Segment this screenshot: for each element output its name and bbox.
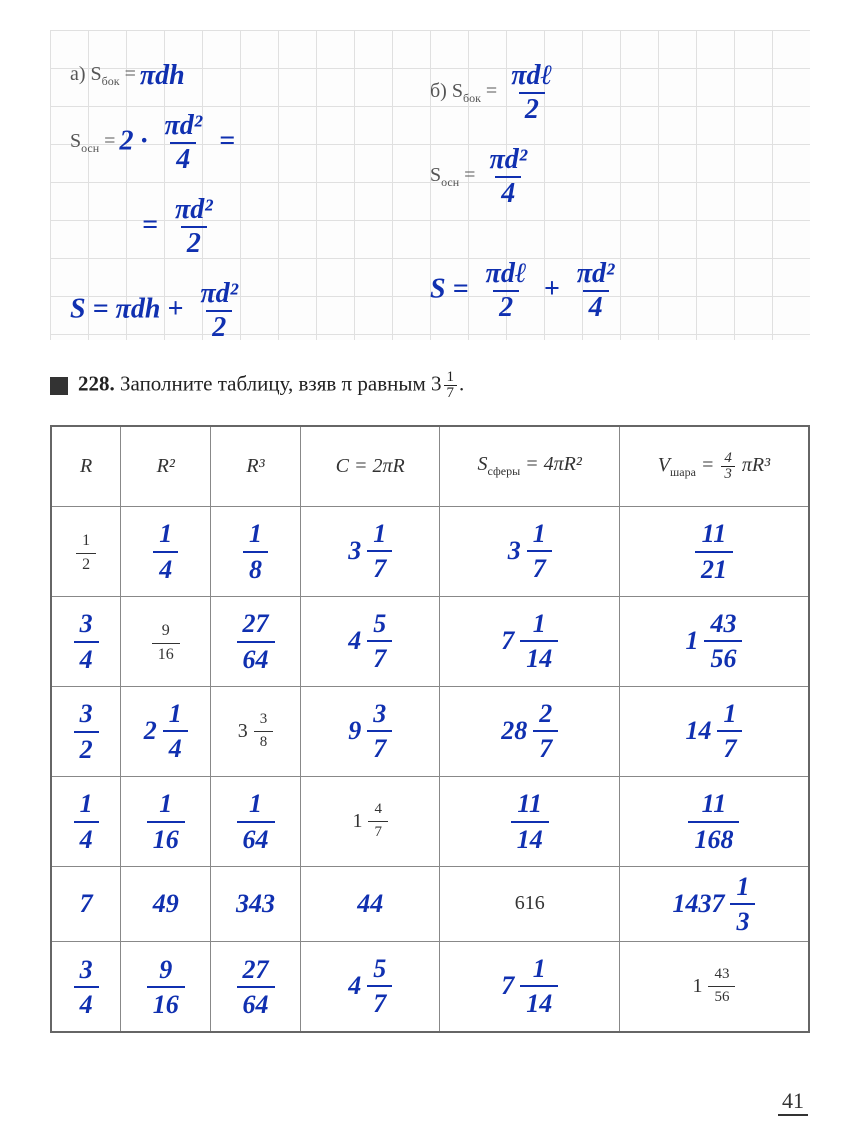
table-row: 349162764457711414356 (51, 596, 809, 686)
table-cell: 14 (51, 776, 121, 866)
table-cell: 34 (51, 596, 121, 686)
label-a: а) Sбок = (70, 63, 136, 89)
problem-text: 228. Заполните таблицу, взяв π равным 31… (78, 370, 464, 401)
table-header-row: R R² R³ C = 2πR Sсферы = 4πR² Vшара = 43… (51, 426, 809, 506)
table-cell: 12 (51, 506, 121, 596)
table-cell: 49 (121, 866, 211, 942)
table-cell: 457 (300, 596, 440, 686)
table-cell: 2827 (440, 686, 619, 776)
header-R: R (51, 426, 121, 506)
table-cell: 1114 (440, 776, 619, 866)
table-cell: 1121 (619, 506, 809, 596)
table-row: 14116164147111411168 (51, 776, 809, 866)
a-sosn-step2: = πd²2 (142, 196, 223, 258)
table-cell: 317 (300, 506, 440, 596)
table-row: 349162764457711414356 (51, 942, 809, 1032)
table-cell: 18 (211, 506, 301, 596)
table-cell: 457 (300, 942, 440, 1032)
table-cell: 147 (300, 776, 440, 866)
label-b: б) Sбок = (430, 80, 497, 106)
page: а) Sбок = πdh Sосн = 2 · πd²4 = (0, 0, 854, 1136)
table-cell: 317 (440, 506, 619, 596)
table-cell: 34 (51, 942, 121, 1032)
table-cell: 164 (211, 776, 301, 866)
formula-workarea: а) Sбок = πdh Sосн = 2 · πd²4 = (50, 30, 810, 340)
table-row: 1214183173171121 (51, 506, 809, 596)
table-cell: 916 (121, 942, 211, 1032)
header-R2: R² (121, 426, 211, 506)
b-sosn-frac: πd²4 (479, 146, 537, 208)
table-cell: 14356 (619, 596, 809, 686)
a-sosn-step1: 2 · πd²4 = (119, 112, 235, 174)
table-row: 3221433893728271417 (51, 686, 809, 776)
bullet-icon (50, 377, 68, 395)
header-C: C = 2πR (300, 426, 440, 506)
table-cell: 116 (121, 776, 211, 866)
table-cell: 343 (211, 866, 301, 942)
table-cell: 143713 (619, 866, 809, 942)
table-body: 1214183173171121349162764457711414356322… (51, 506, 809, 1032)
b-total: S = πdℓ2 + πd²4 (430, 260, 624, 322)
sphere-table: R R² R³ C = 2πR Sсферы = 4πR² Vшара = 43… (50, 425, 810, 1033)
label-a-sosn: Sосн = (70, 130, 115, 156)
page-number: 41 (778, 1088, 808, 1116)
table-cell: 11168 (619, 776, 809, 866)
table-cell: 338 (211, 686, 301, 776)
table-cell: 2764 (211, 596, 301, 686)
a-sbok-rhs: πdh (140, 60, 185, 92)
table-cell: 14 (121, 506, 211, 596)
a-total: S = πdh + πd²2 (70, 280, 248, 342)
table-cell: 2764 (211, 942, 301, 1032)
header-V: Vшара = 43 πR³ (619, 426, 809, 506)
header-S: Sсферы = 4πR² (440, 426, 619, 506)
table-cell: 916 (121, 596, 211, 686)
b-sbok-frac: πdℓ2 (501, 62, 562, 124)
label-b-sosn: Sосн = (430, 164, 475, 190)
table-cell: 7114 (440, 596, 619, 686)
table-cell: 616 (440, 866, 619, 942)
table-cell: 32 (51, 686, 121, 776)
table-cell: 7 (51, 866, 121, 942)
table-cell: 7114 (440, 942, 619, 1032)
table-cell: 44 (300, 866, 440, 942)
header-R3: R³ (211, 426, 301, 506)
table-row: 74934344616143713 (51, 866, 809, 942)
column-a: а) Sбок = πdh Sосн = 2 · πd²4 = (70, 54, 430, 356)
table-cell: 937 (300, 686, 440, 776)
problem-228-heading: 228. Заполните таблицу, взяв π равным 31… (50, 370, 814, 401)
table-cell: 14356 (619, 942, 809, 1032)
table-cell: 1417 (619, 686, 809, 776)
table-cell: 214 (121, 686, 211, 776)
column-b: б) Sбок = πdℓ2 Sосн = πd²4 (430, 54, 790, 356)
